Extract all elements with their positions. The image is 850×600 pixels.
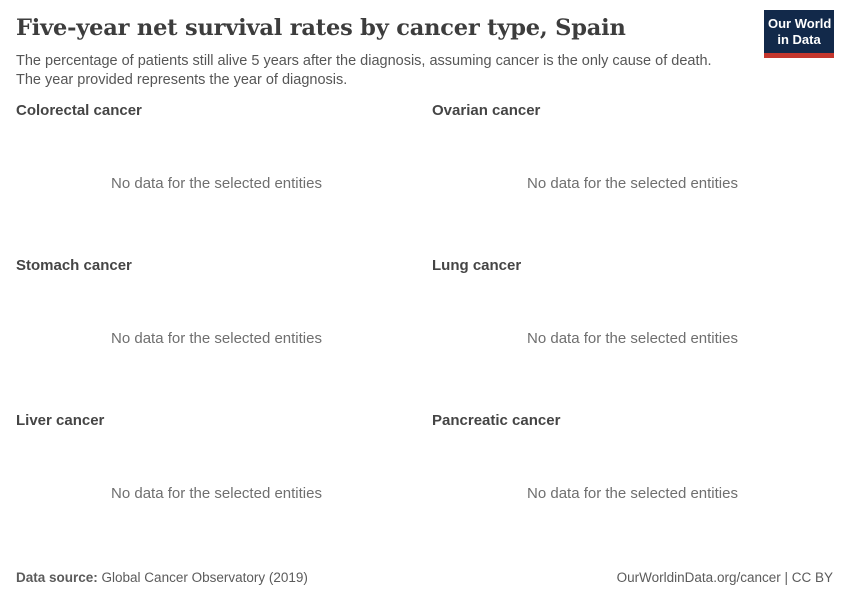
credit-note: OurWorldinData.org/cancer | CC BY — [616, 570, 833, 585]
chart-footer: Data source: Global Cancer Observatory (… — [16, 570, 833, 585]
facet-title: Stomach cancer — [16, 257, 132, 274]
facet-colorectal-cancer: Colorectal cancer No data for the select… — [16, 102, 417, 257]
owid-logo-text-line-2: in Data — [777, 32, 821, 47]
no-data-message: No data for the selected entities — [527, 485, 738, 502]
data-source-note: Data source: Global Cancer Observatory (… — [16, 570, 308, 585]
facet-grid: Colorectal cancer No data for the select… — [16, 102, 833, 567]
facet-stomach-cancer: Stomach cancer No data for the selected … — [16, 257, 417, 412]
no-data-message: No data for the selected entities — [111, 330, 322, 347]
facet-title: Pancreatic cancer — [432, 412, 561, 429]
facet-lung-cancer: Lung cancer No data for the selected ent… — [432, 257, 833, 412]
no-data-message: No data for the selected entities — [527, 175, 738, 192]
chart-subtitle-line-1: The percentage of patients still alive 5… — [16, 53, 712, 69]
chart-title: Five-year net survival rates by cancer t… — [16, 15, 626, 41]
no-data-message: No data for the selected entities — [527, 330, 738, 347]
chart-subtitle-line-2: The year provided represents the year of… — [16, 71, 348, 88]
no-data-message: No data for the selected entities — [111, 175, 322, 192]
facet-title: Colorectal cancer — [16, 102, 142, 119]
facet-ovarian-cancer: Ovarian cancer No data for the selected … — [432, 102, 833, 257]
data-source-value: Global Cancer Observatory (2019) — [97, 570, 308, 585]
data-source-label: Data source: — [16, 570, 98, 585]
owid-logo: Our World in Data — [764, 10, 834, 58]
facet-pancreatic-cancer: Pancreatic cancer No data for the select… — [432, 412, 833, 567]
owid-logo-text-line-1: Our World — [768, 16, 832, 31]
facet-liver-cancer: Liver cancer No data for the selected en… — [16, 412, 417, 567]
facet-title: Ovarian cancer — [432, 102, 541, 119]
facet-title: Liver cancer — [16, 412, 105, 429]
no-data-message: No data for the selected entities — [111, 485, 322, 502]
chart-subtitle: The percentage of patients still alive 5… — [16, 52, 746, 89]
chart-header: Five-year net survival rates by cancer t… — [16, 13, 834, 89]
facet-title: Lung cancer — [432, 257, 522, 274]
